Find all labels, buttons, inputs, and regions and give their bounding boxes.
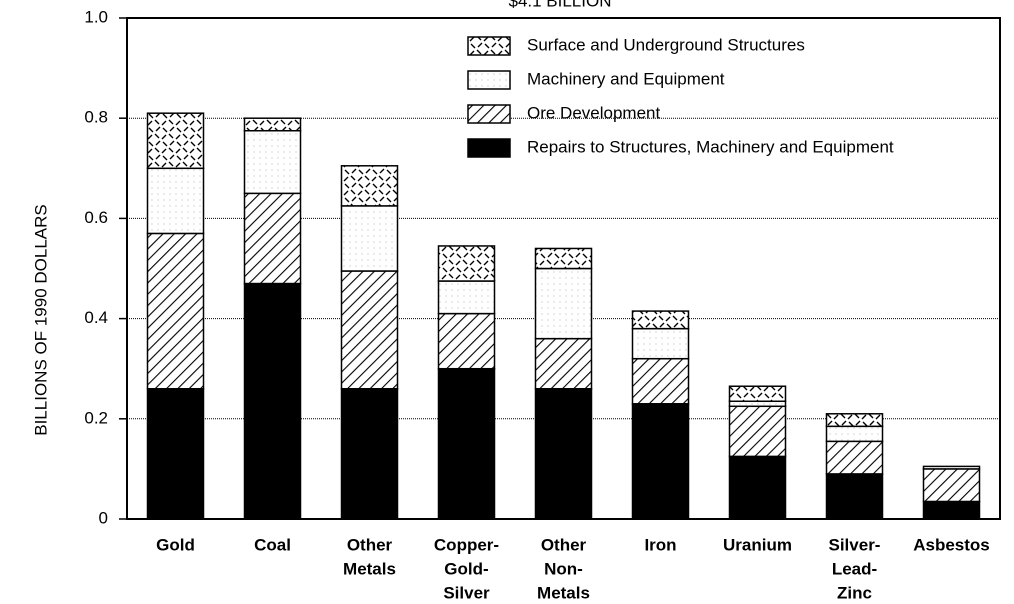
legend-swatch <box>467 138 511 158</box>
bar-segment <box>340 387 399 520</box>
bar-segment <box>243 282 302 520</box>
x-tick-label: Metals <box>343 559 396 578</box>
legend-swatch <box>467 104 511 124</box>
legend-swatch <box>467 70 511 90</box>
x-tick-label: Asbestos <box>913 535 990 554</box>
x-tick-label: Other <box>347 535 393 554</box>
bar-segment <box>825 440 884 475</box>
y-tick-label: 0.6 <box>84 208 108 227</box>
bar-segment <box>534 247 593 270</box>
y-tick-label: 0.2 <box>84 408 108 427</box>
bar-segment <box>437 312 496 370</box>
bar-segment <box>146 167 205 235</box>
bar-segment <box>146 232 205 390</box>
x-tick-label: Lead- <box>832 559 877 578</box>
x-tick-label: Other <box>541 535 587 554</box>
legend-label: Machinery and Equipment <box>527 69 725 88</box>
x-tick-label: Non- <box>544 559 583 578</box>
x-tick-label: Gold- <box>444 559 488 578</box>
bar-segment <box>825 413 884 428</box>
y-tick-label: 1.0 <box>84 7 108 26</box>
x-tick-label: Copper- <box>434 535 499 554</box>
y-tick-label: 0 <box>99 508 108 527</box>
bar-segment <box>534 267 593 340</box>
bar-segment <box>631 327 690 360</box>
bar-segment <box>728 455 787 520</box>
bar-segment <box>146 112 205 170</box>
x-tick-label: Iron <box>644 535 676 554</box>
x-tick-label: Silver- <box>829 535 881 554</box>
bar-segment <box>631 357 690 405</box>
bar-segment <box>728 400 787 408</box>
legend-label: Repairs to Structures, Machinery and Equ… <box>527 137 894 156</box>
bar-segment <box>922 500 981 520</box>
bar-segment <box>825 473 884 520</box>
y-tick-label: 0.4 <box>84 308 108 327</box>
bar-segment <box>146 387 205 520</box>
bar-segment <box>728 385 787 403</box>
bar-segment <box>243 129 302 195</box>
bar-segment <box>340 270 399 390</box>
legend-label: Ore Development <box>527 103 661 122</box>
bar-segment <box>922 465 981 470</box>
bar-segment <box>437 367 496 520</box>
x-tick-label: Metals <box>537 583 590 602</box>
bar-segment <box>243 117 302 132</box>
bar-segment <box>340 165 399 207</box>
bar-segment <box>631 403 690 520</box>
x-tick-label: Uranium <box>723 535 792 554</box>
bar-segment <box>631 310 690 330</box>
plot-frame <box>126 17 1001 520</box>
y-tick-label: 0.8 <box>84 108 108 127</box>
x-tick-label: Gold <box>156 535 195 554</box>
bar-segment <box>437 245 496 282</box>
bar-segment <box>534 387 593 520</box>
bar-segment <box>340 205 399 272</box>
bar-segment <box>922 468 981 503</box>
legend-swatch <box>467 36 511 56</box>
bar-segment <box>825 425 884 443</box>
x-tick-label: Coal <box>254 535 291 554</box>
bar-segment <box>243 192 302 285</box>
bar-segment <box>534 337 593 390</box>
y-axis-label: BILLIONS OF 1990 DOLLARS <box>31 204 50 436</box>
legend-label: Surface and Underground Structures <box>527 35 805 54</box>
bar-segment <box>728 405 787 458</box>
x-tick-label: Silver <box>443 583 490 602</box>
chart-title: $4.1 BILLION <box>508 0 611 10</box>
x-tick-label: Zinc <box>837 583 872 602</box>
bar-segment <box>437 280 496 315</box>
